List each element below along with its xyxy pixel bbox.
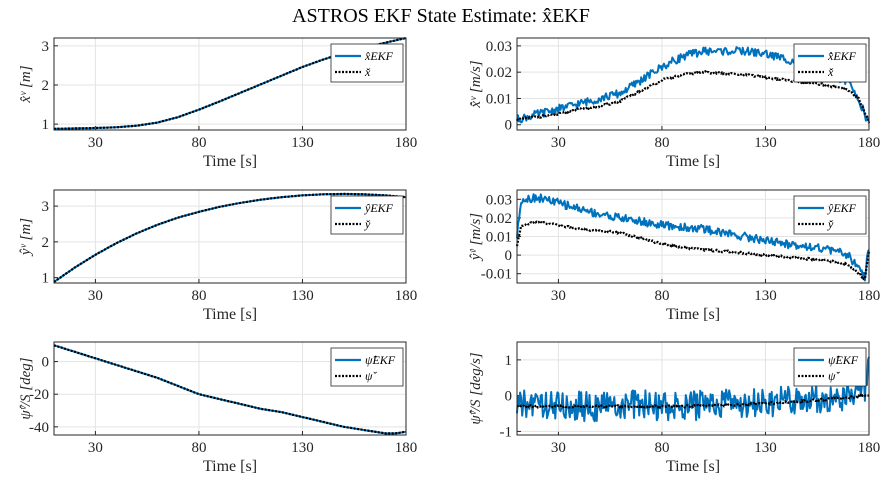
legend-box	[330, 195, 404, 235]
x-tick-label: 180	[395, 288, 418, 304]
axes-frame	[53, 341, 407, 436]
legend-label: ŷ̇EKF	[827, 201, 857, 215]
axes-frame	[53, 189, 407, 284]
y-tick-label: 0	[505, 248, 513, 264]
y-tick-label: 0.01	[486, 230, 512, 246]
y-tick-label: 2	[42, 235, 50, 251]
x-tick-label: 80	[654, 135, 669, 151]
x-tick-label: 80	[654, 440, 669, 456]
y-axis-label: ŷᵛ [m]	[18, 218, 34, 257]
legend-label: ŷEKF	[364, 201, 394, 215]
y-axis-label: ψ̂̇ᵛ/S [deg/s]	[468, 352, 484, 424]
x-axis-label: Time [s]	[666, 306, 720, 323]
axes-frame	[516, 189, 870, 284]
x-tick-label: 80	[191, 135, 206, 151]
legend-label: x̌	[364, 65, 371, 79]
x-tick-label: 80	[654, 288, 669, 304]
x-tick-label: 30	[88, 135, 103, 151]
y-tick-label: -20	[29, 387, 49, 403]
y-axis-label: ŷ̇ᵛ [m/s]	[468, 213, 484, 262]
y-tick-label: 0.03	[486, 39, 512, 55]
legend-box	[793, 195, 867, 235]
series-line-truth	[516, 70, 871, 124]
axes-frame	[516, 37, 870, 131]
y-tick-label: 1	[42, 271, 50, 287]
x-tick-label: 30	[88, 288, 103, 304]
legend-box	[793, 347, 867, 387]
legend-label: x̂EKF	[364, 49, 394, 63]
legend-label: ψ̂EKF	[365, 353, 396, 367]
legend-label: y̌̇	[827, 217, 834, 231]
x-tick-label: 130	[291, 288, 314, 304]
x-tick-label: 180	[395, 440, 418, 456]
axes-frame	[53, 37, 407, 131]
y-tick-label: -1	[500, 424, 513, 440]
x-tick-label: 180	[858, 288, 881, 304]
axes-frame	[516, 341, 870, 436]
y-tick-label: 3	[42, 199, 50, 215]
x-tick-label: 180	[395, 135, 418, 151]
x-tick-label: 30	[551, 135, 566, 151]
y-axis-label: ψ̂ᵛ/S [deg]	[18, 357, 34, 419]
series-line-truth	[53, 344, 407, 435]
y-tick-label: 0	[42, 355, 50, 371]
figure-title: ASTROS EKF State Estimate: x̂EKF	[292, 5, 590, 27]
x-tick-label: 130	[754, 135, 777, 151]
y-tick-label: 2	[42, 78, 50, 94]
y-tick-label: 0.01	[486, 91, 512, 107]
legend-label: y̌	[364, 217, 371, 231]
x-tick-label: 130	[291, 135, 314, 151]
x-tick-label: 130	[754, 440, 777, 456]
x-tick-label: 180	[858, 440, 881, 456]
series-line-truth	[53, 192, 407, 283]
legend-label: x̌̇	[827, 65, 834, 79]
legend-label: ψ̂̇EKF	[828, 353, 859, 367]
legend-box	[330, 347, 404, 387]
chart-panel-x-velocity: 30 80 130 180 0 0.01 0.02 0.03 x̂̇EKF x̌̇ Time [s]…	[468, 37, 881, 170]
legend-box	[793, 43, 867, 83]
chart-panel-x-position: 30 80 130 180 1 2 3 x̂EKF x̌ Time [s] x̂ᵛ [m]	[18, 36, 418, 170]
legend-box	[330, 43, 404, 83]
x-tick-label: 30	[551, 440, 566, 456]
series-line-ekf	[516, 193, 870, 282]
x-tick-label: 30	[551, 288, 566, 304]
x-tick-label: 80	[191, 440, 206, 456]
chart-panel-y-velocity: 30 80 130 180 -0.01 0 0.01 0.02 0.03 ŷ̇EKF y̌̇ Time…	[468, 189, 881, 323]
x-tick-label: 130	[754, 288, 777, 304]
y-tick-label: -0.01	[481, 267, 512, 283]
x-tick-label: 80	[191, 288, 206, 304]
y-tick-label: 0.02	[486, 211, 512, 227]
y-tick-label: 3	[42, 39, 50, 55]
y-tick-label: 0.02	[486, 65, 512, 81]
legend-label: x̂̇EKF	[827, 49, 857, 63]
x-axis-label: Time [s]	[203, 153, 257, 170]
y-axis-label: x̂̇ᵛ [m/s]	[468, 60, 484, 108]
x-axis-label: Time [s]	[666, 458, 720, 475]
y-axis-label: x̂ᵛ [m]	[18, 65, 34, 103]
x-axis-label: Time [s]	[203, 306, 257, 323]
chart-panel-y-position: 30 80 130 180 1 2 3 ŷEKF y̌ Time [s] ŷᵛ [m]	[18, 189, 418, 323]
y-tick-label: 1	[42, 117, 50, 133]
x-tick-label: 180	[858, 135, 881, 151]
y-tick-label: 0	[505, 389, 513, 405]
x-axis-label: Time [s]	[666, 153, 720, 170]
x-tick-label: 130	[291, 440, 314, 456]
y-tick-label: 1	[505, 353, 513, 369]
x-tick-label: 30	[88, 440, 103, 456]
y-tick-label: -40	[29, 420, 49, 436]
x-axis-label: Time [s]	[203, 458, 257, 475]
series-line-truth	[515, 219, 871, 281]
y-tick-label: 0.03	[486, 192, 512, 208]
y-tick-label: 0	[505, 118, 513, 134]
series-line-truth	[516, 393, 870, 409]
